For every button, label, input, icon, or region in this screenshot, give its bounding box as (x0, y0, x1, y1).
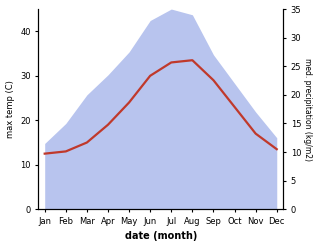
Y-axis label: max temp (C): max temp (C) (5, 80, 15, 138)
X-axis label: date (month): date (month) (125, 231, 197, 242)
Y-axis label: med. precipitation (kg/m2): med. precipitation (kg/m2) (303, 58, 313, 161)
